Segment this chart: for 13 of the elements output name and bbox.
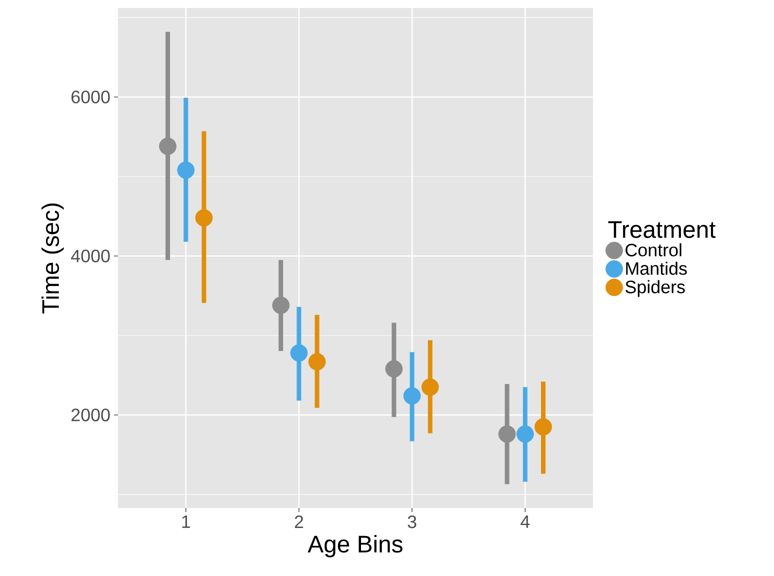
legend-label: Control <box>626 243 682 256</box>
x-tick-label: 4 <box>520 516 530 528</box>
x-tick-label: 2 <box>294 515 304 528</box>
legend-label: Spiders <box>626 280 685 297</box>
x-tick-label: 1 <box>182 516 190 528</box>
legend-label: Mantids <box>626 262 687 275</box>
y-axis-title: Time (sec) <box>41 203 64 314</box>
y-tick-label: 6000 <box>72 90 110 104</box>
x-axis-title: Age Bins <box>308 535 402 558</box>
x-tick-label: 3 <box>408 515 416 528</box>
y-tick-label: 2000 <box>72 408 110 422</box>
y-tick-label: 4000 <box>71 250 110 262</box>
legend-title: Treatment <box>608 221 716 238</box>
